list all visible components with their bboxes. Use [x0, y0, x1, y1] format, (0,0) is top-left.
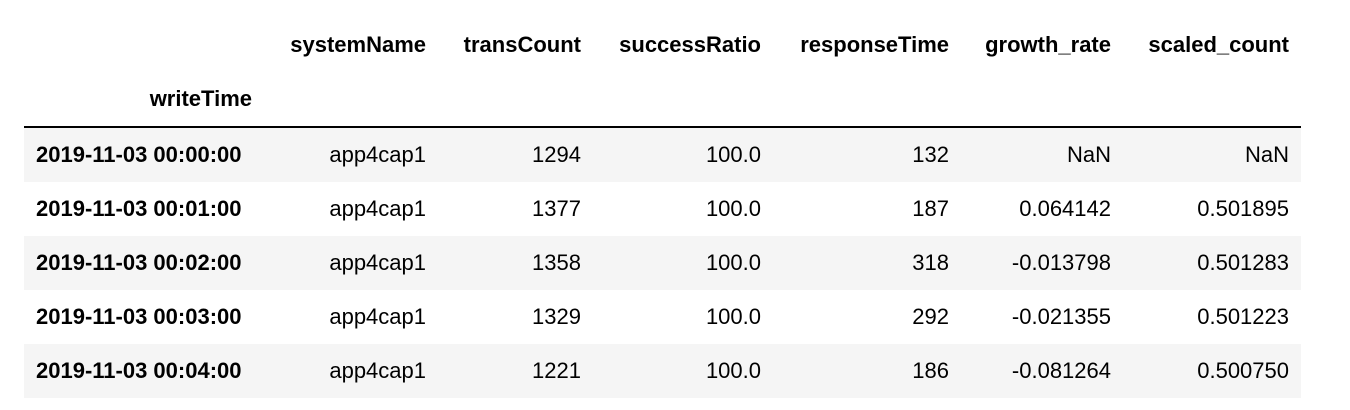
cell-successRatio: 100.0: [705, 196, 761, 221]
cell-scaled_count: 0.501223: [1197, 304, 1289, 329]
row-index-label: 2019-11-03 00:01:00: [36, 196, 242, 221]
index-header-blank: [24, 18, 264, 72]
table-row: 2019-11-03 00:04:00 app4cap1 1221 100.0 …: [24, 344, 1301, 398]
cell-responseTime: 186: [912, 358, 949, 383]
index-name-spacer: [264, 72, 438, 128]
cell-systemName: app4cap1: [329, 304, 426, 329]
cell-transCount: 1377: [532, 196, 581, 221]
column-header-responseTime: responseTime: [800, 32, 949, 57]
column-header-systemName: systemName: [290, 32, 426, 57]
cell-growth_rate: -0.013798: [1011, 250, 1111, 275]
cell-responseTime: 318: [912, 250, 949, 275]
column-header-successRatio: successRatio: [619, 32, 761, 57]
cell-systemName: app4cap1: [329, 358, 426, 383]
column-header-row: systemName transCount successRatio respo…: [24, 18, 1301, 72]
cell-transCount: 1358: [532, 250, 581, 275]
column-header-transCount: transCount: [463, 32, 581, 57]
cell-transCount: 1221: [532, 358, 581, 383]
index-name-spacer: [1123, 72, 1301, 128]
index-name-spacer: [593, 72, 773, 128]
cell-growth_rate: 0.064142: [1019, 196, 1111, 221]
table-row: 2019-11-03 00:02:00 app4cap1 1358 100.0 …: [24, 236, 1301, 290]
cell-scaled_count: 0.501895: [1197, 196, 1289, 221]
index-name-header: writeTime: [24, 72, 264, 128]
index-name-spacer: [773, 72, 961, 128]
index-name-spacer: [961, 72, 1123, 128]
cell-systemName: app4cap1: [329, 196, 426, 221]
row-index-label: 2019-11-03 00:03:00: [36, 304, 242, 329]
column-header-scaled_count: scaled_count: [1148, 32, 1289, 57]
row-index-label: 2019-11-03 00:04:00: [36, 358, 242, 383]
cell-successRatio: 100.0: [705, 250, 761, 275]
row-index-label: 2019-11-03 00:02:00: [36, 250, 242, 275]
index-name-row: writeTime: [24, 72, 1301, 128]
cell-responseTime: 132: [912, 142, 949, 167]
cell-scaled_count: 0.500750: [1197, 358, 1289, 383]
cell-growth_rate: NaN: [1066, 142, 1111, 167]
index-name-spacer: [438, 72, 593, 128]
cell-scaled_count: NaN: [1244, 142, 1289, 167]
column-header-growth_rate: growth_rate: [985, 32, 1111, 57]
cell-successRatio: 100.0: [705, 358, 761, 383]
cell-transCount: 1329: [532, 304, 581, 329]
cell-successRatio: 100.0: [705, 304, 761, 329]
table-row: 2019-11-03 00:00:00 app4cap1 1294 100.0 …: [24, 127, 1301, 182]
dataframe-output: systemName transCount successRatio respo…: [24, 18, 1301, 398]
cell-responseTime: 187: [912, 196, 949, 221]
cell-growth_rate: -0.081264: [1011, 358, 1111, 383]
cell-successRatio: 100.0: [705, 142, 761, 167]
table-row: 2019-11-03 00:01:00 app4cap1 1377 100.0 …: [24, 182, 1301, 236]
row-index-label: 2019-11-03 00:00:00: [36, 142, 242, 167]
cell-scaled_count: 0.501283: [1197, 250, 1289, 275]
cell-transCount: 1294: [532, 142, 581, 167]
cell-systemName: app4cap1: [329, 250, 426, 275]
cell-growth_rate: -0.021355: [1011, 304, 1111, 329]
table-body: 2019-11-03 00:00:00 app4cap1 1294 100.0 …: [24, 127, 1301, 398]
table-row: 2019-11-03 00:03:00 app4cap1 1329 100.0 …: [24, 290, 1301, 344]
table-header: systemName transCount successRatio respo…: [24, 18, 1301, 128]
dataframe-table: systemName transCount successRatio respo…: [24, 18, 1301, 398]
cell-responseTime: 292: [912, 304, 949, 329]
cell-systemName: app4cap1: [329, 142, 426, 167]
